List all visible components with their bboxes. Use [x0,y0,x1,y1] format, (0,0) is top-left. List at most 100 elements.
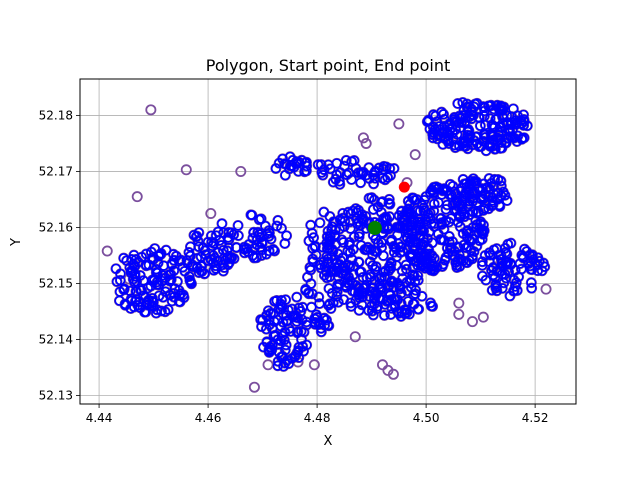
polygon-point [223,232,234,243]
polygon-point [255,314,266,325]
polygon-point [338,294,349,305]
polygon-point [508,274,519,285]
polygon-point [206,254,217,265]
polygon-point [252,227,263,238]
polygon-point [435,234,446,245]
polygon-point [139,307,150,318]
polygon-point [356,299,367,310]
polygon-point [264,228,275,239]
polygon-point-outline [453,297,465,309]
polygon-point [248,227,259,238]
polygon-point [264,345,275,356]
x-tick-label: 4.50 [413,411,440,425]
polygon-point [219,255,230,266]
polygon-point [351,207,362,218]
polygon-point [264,245,275,256]
polygon-point [261,324,272,335]
polygon-point [272,360,283,371]
polygon-point [291,292,302,303]
polygon-point-outline [205,207,217,219]
polygon-point [391,260,402,271]
polygon-point [409,195,420,206]
polygon-point [470,215,481,226]
polygon-point [274,347,285,358]
polygon-point-outline [145,104,157,116]
axes-frame [79,78,577,405]
polygon-point-outline [235,165,247,177]
polygon-point [269,296,280,307]
polygon-point [323,300,334,311]
polygon-point [389,294,400,305]
polygon-point [467,186,478,197]
polygon-point [276,295,287,306]
polygon-point [348,269,359,280]
polygon-point [467,196,478,207]
polygon-point [115,275,126,286]
polygon-point [502,195,513,206]
polygon-point [415,205,426,216]
polygon-point [129,301,140,312]
polygon-point [369,298,380,309]
polygon-point [114,295,125,306]
polygon-point [371,303,382,314]
polygon-point [383,223,394,234]
polygon-point [135,270,146,281]
polygon-point [380,212,391,223]
y-tick-label: 52.13 [39,389,73,403]
polygon-point-outline [248,381,260,393]
polygon-point [196,251,207,262]
polygon-point [309,313,320,324]
polygon-point-outline [377,359,389,371]
polygon-point [500,247,511,258]
polygon-point [386,234,397,245]
polygon-point [172,276,183,287]
polygon-point [510,281,521,292]
polygon-point [335,214,346,225]
polygon-point [218,245,229,256]
polygon-point [438,109,449,120]
polygon-point [281,340,292,351]
polygon-point [223,227,234,238]
polygon-point [425,248,436,259]
polygon-point [410,288,421,299]
polygon-point [379,310,390,321]
polygon-point [375,284,386,295]
polygon-point [455,221,466,232]
polygon-point [327,288,338,299]
polygon-point [271,221,282,232]
polygon-point [423,115,434,126]
polygon-point [300,157,311,168]
polygon-point [398,217,409,228]
polygon-point [480,250,491,261]
polygon-point [412,304,423,315]
polygon-point [308,232,319,243]
polygon-point [497,283,508,294]
polygon-point [488,181,499,192]
x-ticks: 4.44 4.46 4.48 4.50 4.52 [86,404,548,425]
polygon-point [374,278,385,289]
polygon-point [384,211,395,222]
polygon-point [449,186,460,197]
polygon-point [463,125,474,136]
polygon-point [406,214,417,225]
polygon-point [462,126,473,137]
polygon-point [126,265,137,276]
polygon-point-outline [466,316,478,328]
polygon-point [451,117,462,128]
polygon-point-outline [477,311,489,323]
polygon-point-outline [308,359,320,371]
polygon-point [432,184,443,195]
polygon-point [509,286,520,297]
polygon-point [388,277,399,288]
polygon-point [336,268,347,279]
polygon-point [439,235,450,246]
polygon-point [280,170,291,181]
polygon-point [219,262,230,273]
polygon-point [480,275,491,286]
polygon-point-outline [101,245,113,257]
polygon-point [151,304,162,315]
x-tick-label: 4.46 [195,411,222,425]
polygon-point [316,159,327,170]
polygon-point [344,240,355,251]
polygon-point [333,297,344,308]
